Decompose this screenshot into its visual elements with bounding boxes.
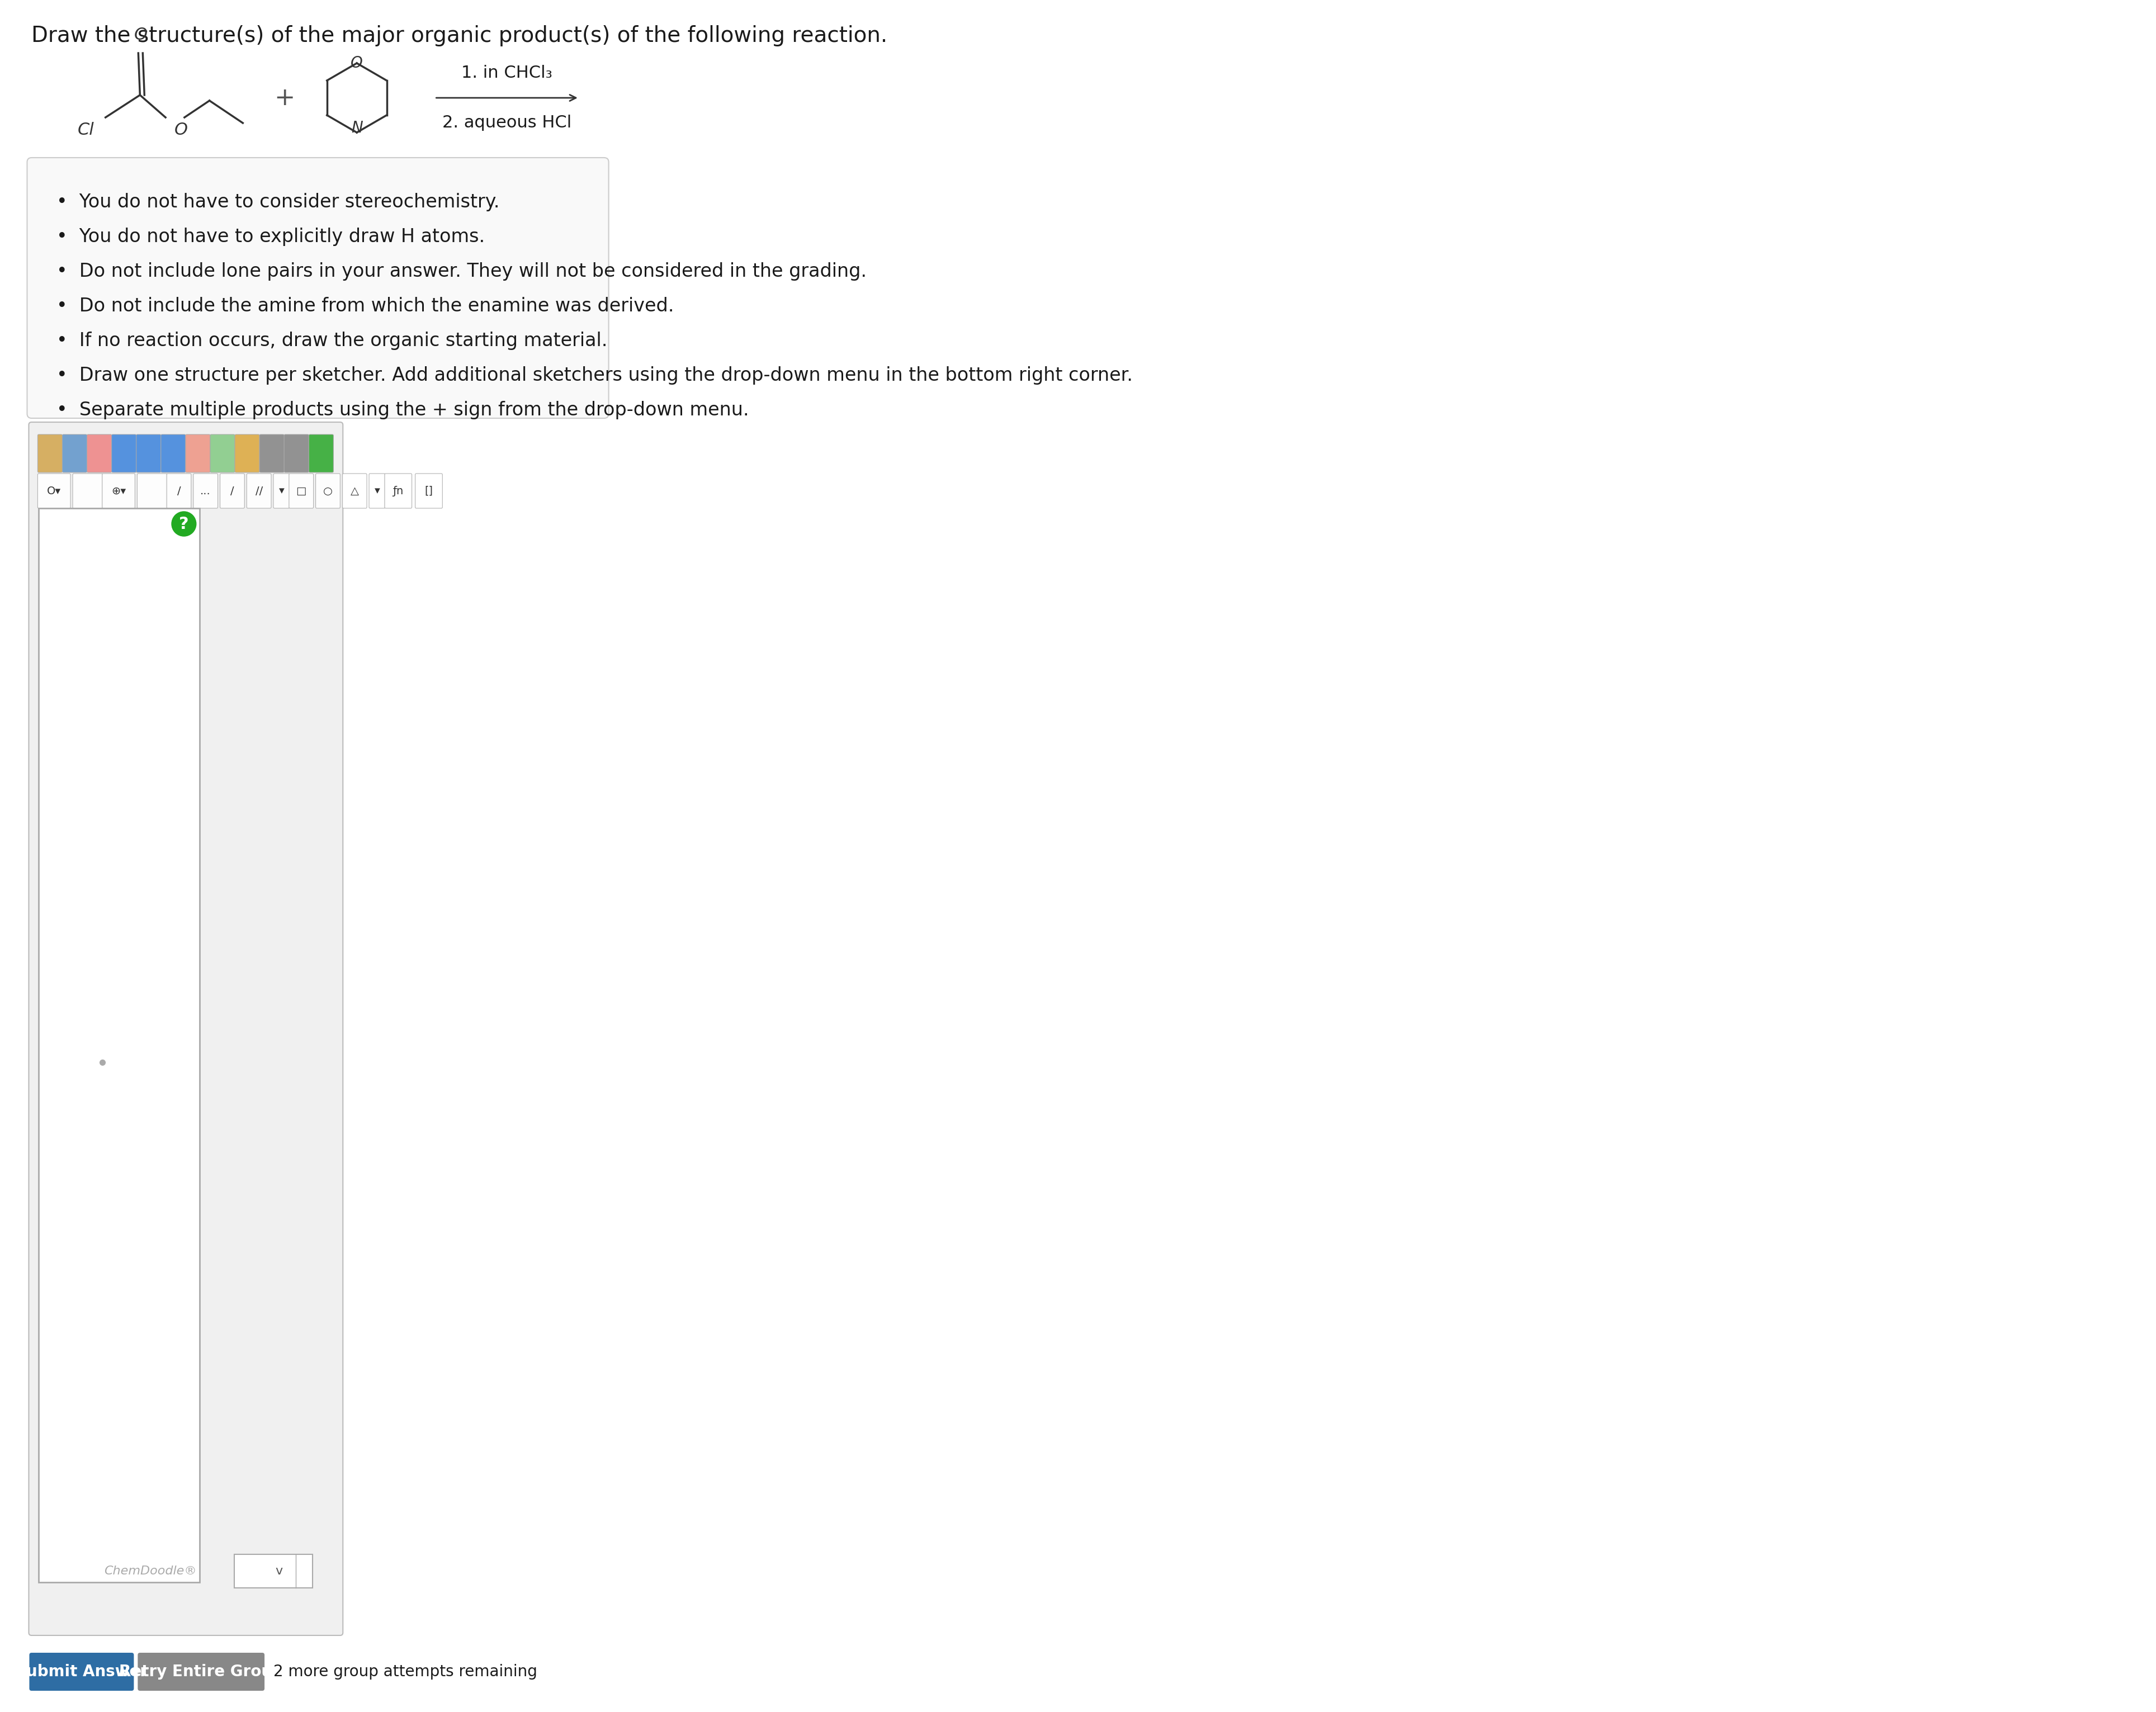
- FancyBboxPatch shape: [162, 435, 185, 473]
- Text: ...: ...: [201, 486, 211, 496]
- FancyBboxPatch shape: [246, 474, 272, 508]
- Text: 2 more group attempts remaining: 2 more group attempts remaining: [274, 1664, 537, 1679]
- FancyBboxPatch shape: [209, 435, 235, 473]
- Text: 1. in CHCl₃: 1. in CHCl₃: [461, 65, 552, 80]
- FancyBboxPatch shape: [73, 474, 103, 508]
- FancyBboxPatch shape: [185, 435, 209, 473]
- Text: //: //: [254, 486, 263, 496]
- Text: △: △: [351, 486, 358, 496]
- FancyBboxPatch shape: [37, 435, 63, 473]
- Text: ○: ○: [323, 486, 332, 496]
- FancyBboxPatch shape: [416, 474, 442, 508]
- FancyBboxPatch shape: [235, 435, 259, 473]
- FancyBboxPatch shape: [274, 474, 289, 508]
- FancyBboxPatch shape: [30, 1652, 134, 1691]
- Text: Retry Entire Group: Retry Entire Group: [119, 1664, 282, 1679]
- FancyBboxPatch shape: [138, 1652, 265, 1691]
- Text: /: /: [177, 486, 181, 496]
- Text: []: []: [425, 486, 433, 496]
- Text: +: +: [274, 86, 295, 110]
- FancyBboxPatch shape: [28, 158, 608, 418]
- Text: Cl: Cl: [78, 122, 95, 139]
- FancyBboxPatch shape: [384, 474, 412, 508]
- Text: O: O: [175, 122, 188, 139]
- Text: •  Draw one structure per sketcher. Add additional sketchers using the drop-down: • Draw one structure per sketcher. Add a…: [56, 366, 1132, 385]
- Text: /: /: [231, 486, 235, 496]
- Text: ƒn: ƒn: [392, 486, 403, 496]
- Text: Submit Answer: Submit Answer: [15, 1664, 149, 1679]
- Text: •  Do not include the amine from which the enamine was derived.: • Do not include the amine from which th…: [56, 296, 675, 315]
- FancyBboxPatch shape: [285, 435, 308, 473]
- Text: O▾: O▾: [47, 486, 60, 496]
- Text: 2. aqueous HCl: 2. aqueous HCl: [442, 115, 571, 130]
- FancyBboxPatch shape: [369, 474, 386, 508]
- Text: Draw the structure(s) of the major organic product(s) of the following reaction.: Draw the structure(s) of the major organ…: [32, 26, 888, 46]
- FancyBboxPatch shape: [308, 435, 334, 473]
- Text: ChemDoodle®: ChemDoodle®: [103, 1565, 196, 1577]
- Text: ⊕▾: ⊕▾: [112, 486, 125, 496]
- FancyBboxPatch shape: [138, 474, 168, 508]
- FancyBboxPatch shape: [63, 435, 86, 473]
- FancyBboxPatch shape: [136, 435, 162, 473]
- FancyBboxPatch shape: [37, 474, 71, 508]
- Circle shape: [172, 512, 196, 536]
- FancyBboxPatch shape: [220, 474, 244, 508]
- Text: •  If no reaction occurs, draw the organic starting material.: • If no reaction occurs, draw the organi…: [56, 332, 608, 349]
- FancyBboxPatch shape: [289, 474, 313, 508]
- Text: □: □: [295, 486, 306, 496]
- FancyBboxPatch shape: [39, 508, 201, 1582]
- FancyBboxPatch shape: [86, 435, 112, 473]
- Text: v: v: [276, 1565, 282, 1577]
- Text: •  Do not include lone pairs in your answer. They will not be considered in the : • Do not include lone pairs in your answ…: [56, 262, 867, 281]
- FancyBboxPatch shape: [259, 435, 285, 473]
- Text: •  Separate multiple products using the + sign from the drop-down menu.: • Separate multiple products using the +…: [56, 401, 748, 419]
- Text: O: O: [134, 27, 147, 43]
- FancyBboxPatch shape: [28, 423, 343, 1635]
- FancyBboxPatch shape: [235, 1554, 313, 1587]
- Text: ▾: ▾: [278, 486, 285, 496]
- FancyBboxPatch shape: [315, 474, 341, 508]
- FancyBboxPatch shape: [194, 474, 218, 508]
- Text: ▾: ▾: [375, 486, 379, 496]
- Text: •  You do not have to explicitly draw H atoms.: • You do not have to explicitly draw H a…: [56, 228, 485, 247]
- FancyBboxPatch shape: [343, 474, 367, 508]
- Text: O: O: [351, 55, 362, 70]
- FancyBboxPatch shape: [112, 435, 136, 473]
- Text: ?: ?: [179, 515, 190, 532]
- FancyBboxPatch shape: [166, 474, 192, 508]
- Text: N: N: [351, 120, 362, 135]
- FancyBboxPatch shape: [101, 474, 136, 508]
- Text: •  You do not have to consider stereochemistry.: • You do not have to consider stereochem…: [56, 193, 500, 211]
